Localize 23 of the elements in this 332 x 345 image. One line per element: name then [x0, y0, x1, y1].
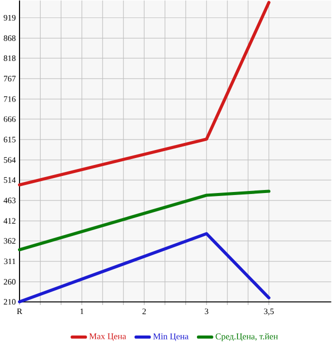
y-tick-label: 767 [4, 76, 16, 82]
y-tick-label: 818 [4, 55, 16, 62]
y-tick-label: 463 [4, 198, 16, 204]
x-tick-label: 1 [80, 308, 84, 314]
legend-label: Max Цена [89, 333, 126, 342]
legend-label: Сред.Цена, т.йен [216, 333, 278, 342]
y-tick-label: 412 [4, 218, 16, 224]
y-tick-label: 210 [4, 299, 16, 305]
y-tick-label: 311 [4, 258, 16, 264]
y-tick-label: 260 [4, 279, 16, 285]
y-tick-label: 615 [4, 136, 16, 142]
x-tick-label: 3,5 [264, 308, 274, 316]
y-tick-label: 716 [4, 96, 16, 102]
legend-label: Min Цена [153, 333, 189, 342]
y-tick-label: 868 [4, 35, 16, 41]
y-tick-label: 666 [4, 116, 16, 122]
x-tick-label: R [17, 308, 22, 314]
y-tick-label: 564 [4, 157, 16, 163]
y-tick-label: 362 [4, 238, 16, 244]
x-tick-label: 2 [142, 308, 146, 314]
y-tick-label: 919 [4, 14, 16, 21]
x-tick-label: 3 [204, 308, 208, 314]
y-tick-label: 514 [4, 177, 16, 183]
